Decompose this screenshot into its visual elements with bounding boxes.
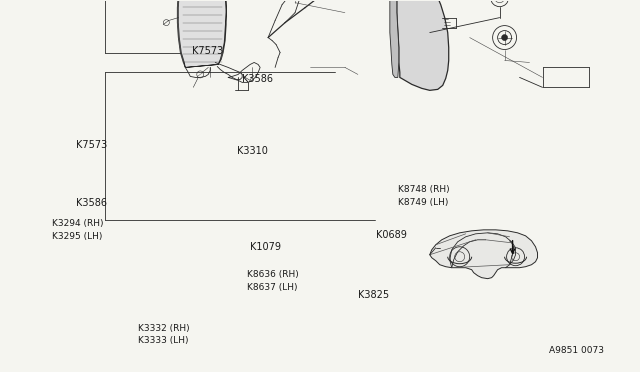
Text: K8749 (LH): K8749 (LH) [398, 198, 448, 207]
Text: K7573: K7573 [192, 46, 223, 56]
Text: K3586: K3586 [76, 198, 107, 208]
Text: K7573: K7573 [76, 140, 108, 150]
Text: K3333 (LH): K3333 (LH) [138, 336, 189, 346]
Text: K0689: K0689 [376, 230, 407, 240]
Polygon shape [397, 0, 449, 90]
Text: K3294 (RH): K3294 (RH) [52, 219, 103, 228]
Text: K8748 (RH): K8748 (RH) [398, 185, 449, 194]
Polygon shape [177, 0, 226, 67]
Text: A9851 0073: A9851 0073 [548, 346, 604, 355]
Text: K1079: K1079 [250, 242, 281, 252]
Polygon shape [430, 230, 538, 279]
Text: K3586: K3586 [242, 74, 273, 84]
Text: K8636 (RH): K8636 (RH) [246, 270, 298, 279]
Text: K3825: K3825 [358, 290, 390, 300]
Circle shape [502, 35, 508, 41]
Polygon shape [390, 0, 400, 77]
Text: K3332 (RH): K3332 (RH) [138, 324, 189, 333]
Text: K3295 (LH): K3295 (LH) [52, 231, 102, 241]
Text: K3310: K3310 [237, 146, 268, 156]
Text: K8637 (LH): K8637 (LH) [246, 283, 297, 292]
